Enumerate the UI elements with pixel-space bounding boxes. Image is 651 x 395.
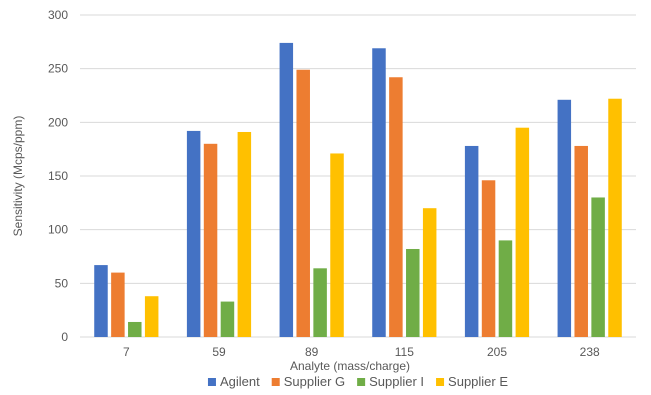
legend-swatch	[271, 378, 280, 386]
x-tick-label: 89	[305, 345, 319, 359]
legend-swatch	[357, 378, 366, 386]
legend: Agilent Supplier G Supplier I Supplier E	[207, 374, 508, 389]
bar-supplier-g-115	[389, 77, 403, 337]
x-axis-ticks: 7 59 89 115 205 238	[123, 345, 600, 359]
legend-item-supplier-g: Supplier G	[271, 374, 345, 389]
y-tick-label: 150	[48, 169, 68, 183]
bar-supplier-g-238	[574, 145, 588, 337]
legend-label: Agilent	[220, 374, 260, 389]
bar-supplier-i-59	[220, 301, 235, 337]
bar-supplier-e-115	[422, 208, 437, 337]
legend-item-agilent: Agilent	[207, 374, 260, 389]
bar-supplier-g-205	[481, 180, 496, 337]
bar-supplier-g-89	[296, 69, 310, 338]
bar-supplier-i-7	[128, 321, 142, 337]
y-tick-label: 50	[55, 276, 69, 290]
y-axis-ticks: 0 50 100 150 200 250 300	[48, 8, 68, 344]
x-axis-title: Analyte (mass/charge)	[290, 359, 410, 373]
bar-agilent-115	[372, 48, 386, 338]
gridlines	[80, 14, 636, 338]
x-tick-label: 238	[580, 345, 600, 359]
legend-label: Supplier I	[369, 374, 424, 389]
bar-agilent-238	[557, 99, 572, 337]
x-tick-label: 59	[212, 345, 226, 359]
y-tick-label: 100	[48, 223, 68, 237]
legend-label: Supplier E	[448, 374, 508, 389]
bars	[94, 42, 622, 338]
bar-supplier-e-89	[330, 153, 344, 337]
bar-supplier-i-238	[591, 197, 605, 337]
bar-supplier-g-7	[111, 272, 125, 337]
y-tick-label: 0	[61, 330, 68, 344]
bar-supplier-e-59	[237, 131, 252, 337]
x-tick-label: 7	[123, 345, 130, 359]
bar-agilent-205	[464, 145, 479, 337]
bar-supplier-e-7	[144, 296, 159, 337]
y-tick-label: 200	[48, 115, 68, 129]
bar-supplier-e-238	[608, 98, 622, 337]
legend-item-supplier-e: Supplier E	[436, 374, 508, 389]
bar-agilent-59	[186, 130, 201, 337]
legend-swatch	[207, 378, 216, 386]
y-tick-label: 300	[48, 8, 68, 22]
bar-supplier-i-89	[313, 268, 327, 337]
bar-agilent-7	[94, 265, 108, 337]
x-tick-label: 205	[487, 345, 507, 359]
legend-item-supplier-i: Supplier I	[357, 374, 424, 389]
legend-swatch	[436, 378, 445, 386]
bar-supplier-i-205	[498, 240, 513, 337]
y-tick-label: 250	[48, 62, 68, 76]
bar-supplier-i-115	[406, 248, 420, 337]
bar-supplier-g-59	[203, 143, 218, 337]
bar-supplier-e-205	[515, 127, 530, 337]
legend-label: Supplier G	[284, 374, 345, 389]
bar-agilent-89	[279, 42, 294, 337]
x-tick-label: 115	[395, 345, 414, 359]
y-axis-title: Sensitivity (Mcps/ppm)	[11, 116, 25, 237]
